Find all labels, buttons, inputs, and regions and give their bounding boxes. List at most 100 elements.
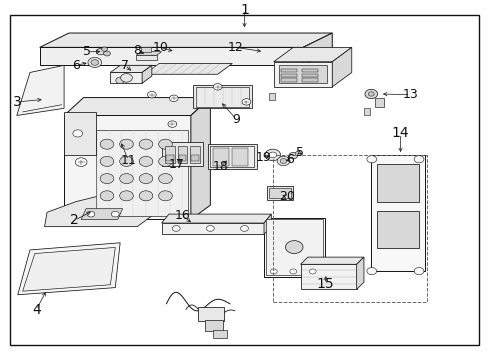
Bar xyxy=(204,320,223,330)
Circle shape xyxy=(120,156,133,166)
Circle shape xyxy=(96,49,105,55)
Polygon shape xyxy=(190,98,210,220)
Circle shape xyxy=(121,73,132,82)
Polygon shape xyxy=(110,65,152,72)
Bar xyxy=(269,188,290,198)
Polygon shape xyxy=(264,214,271,234)
Polygon shape xyxy=(356,257,363,289)
Polygon shape xyxy=(40,33,331,48)
Bar xyxy=(267,186,292,200)
Circle shape xyxy=(413,156,423,163)
Polygon shape xyxy=(44,196,152,227)
Bar xyxy=(376,164,418,202)
Circle shape xyxy=(280,158,286,163)
Polygon shape xyxy=(136,52,161,55)
Polygon shape xyxy=(273,62,331,87)
Bar xyxy=(195,87,249,107)
Circle shape xyxy=(75,158,87,166)
Circle shape xyxy=(240,226,248,231)
Circle shape xyxy=(103,51,110,56)
Bar xyxy=(165,155,173,161)
Bar xyxy=(301,78,317,82)
Text: 7: 7 xyxy=(121,59,129,72)
Circle shape xyxy=(169,95,178,102)
Polygon shape xyxy=(64,112,96,155)
Text: 6: 6 xyxy=(72,59,80,72)
Circle shape xyxy=(139,156,153,166)
Circle shape xyxy=(100,174,114,184)
Circle shape xyxy=(147,91,156,98)
Bar xyxy=(191,155,199,161)
Text: 3: 3 xyxy=(13,95,22,109)
Polygon shape xyxy=(64,116,190,220)
Bar xyxy=(374,98,383,107)
Circle shape xyxy=(206,226,214,231)
Circle shape xyxy=(139,191,153,201)
Bar xyxy=(376,211,418,248)
Circle shape xyxy=(158,139,172,149)
Text: 5: 5 xyxy=(295,146,304,159)
Circle shape xyxy=(120,139,133,149)
Polygon shape xyxy=(161,223,264,234)
Circle shape xyxy=(364,89,377,99)
Text: 11: 11 xyxy=(121,154,136,167)
Text: 13: 13 xyxy=(402,88,417,101)
Circle shape xyxy=(158,191,172,201)
Text: 15: 15 xyxy=(316,277,333,291)
Circle shape xyxy=(213,84,222,90)
Circle shape xyxy=(413,267,423,275)
Polygon shape xyxy=(144,63,232,74)
Circle shape xyxy=(100,139,114,149)
Bar xyxy=(212,148,228,166)
Text: 17: 17 xyxy=(168,158,184,171)
Text: 10: 10 xyxy=(152,41,168,54)
Text: 19: 19 xyxy=(256,151,271,164)
Circle shape xyxy=(288,152,297,159)
Circle shape xyxy=(87,211,95,217)
Circle shape xyxy=(268,152,276,158)
Text: 6: 6 xyxy=(286,153,294,166)
Text: 18: 18 xyxy=(213,160,228,173)
Circle shape xyxy=(120,174,133,184)
Circle shape xyxy=(242,99,250,105)
Circle shape xyxy=(91,59,99,65)
Text: 20: 20 xyxy=(279,190,295,203)
Bar xyxy=(268,93,274,100)
Bar xyxy=(212,330,227,338)
Bar xyxy=(193,85,251,108)
Bar xyxy=(198,307,223,321)
Circle shape xyxy=(158,156,172,166)
Text: 9: 9 xyxy=(232,113,240,126)
Circle shape xyxy=(270,269,277,274)
Polygon shape xyxy=(17,65,64,116)
Polygon shape xyxy=(300,264,356,289)
Polygon shape xyxy=(81,209,122,220)
Circle shape xyxy=(366,156,376,163)
Circle shape xyxy=(139,174,153,184)
Circle shape xyxy=(367,92,373,96)
Circle shape xyxy=(139,139,153,149)
Bar xyxy=(281,73,297,77)
Text: 8: 8 xyxy=(133,45,141,58)
Polygon shape xyxy=(40,48,303,65)
Polygon shape xyxy=(161,214,271,223)
Circle shape xyxy=(295,151,301,156)
Polygon shape xyxy=(300,257,363,264)
Bar xyxy=(210,146,254,167)
Circle shape xyxy=(100,156,114,166)
Bar xyxy=(232,148,248,166)
Circle shape xyxy=(167,121,176,127)
Circle shape xyxy=(73,130,82,137)
Circle shape xyxy=(264,149,280,161)
Circle shape xyxy=(172,226,180,231)
Polygon shape xyxy=(64,98,210,116)
Polygon shape xyxy=(331,48,351,87)
Bar xyxy=(161,143,203,166)
Polygon shape xyxy=(110,72,142,83)
Bar xyxy=(301,73,317,77)
Circle shape xyxy=(116,77,124,84)
Circle shape xyxy=(289,269,296,274)
Polygon shape xyxy=(273,48,351,62)
Circle shape xyxy=(277,156,289,166)
Bar xyxy=(190,145,200,163)
